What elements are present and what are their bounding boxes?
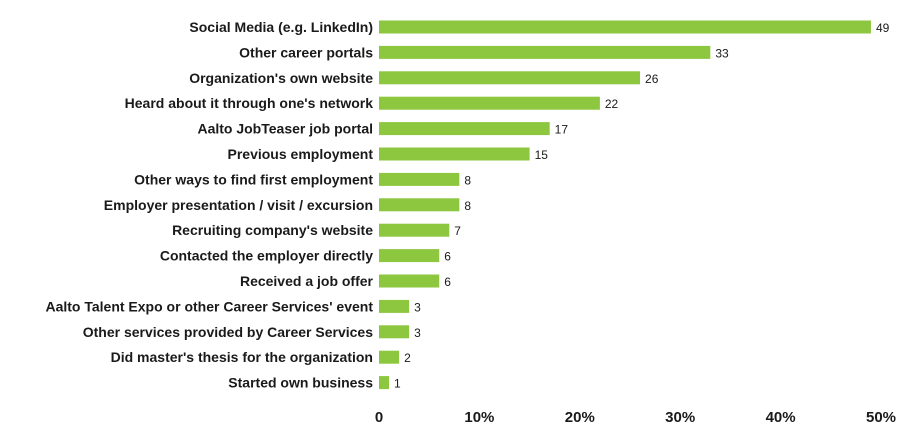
bar	[379, 71, 641, 85]
category-label: Other career portals	[239, 44, 373, 60]
data-label: 8	[464, 199, 471, 213]
category-label: Social Media (e.g. LinkedIn)	[189, 19, 373, 35]
x-tick-label: 30%	[665, 409, 695, 426]
bar	[379, 249, 440, 263]
bars-layer	[379, 20, 871, 390]
data-label: 6	[444, 250, 451, 264]
category-label: Previous employment	[228, 146, 374, 162]
bar	[379, 96, 600, 110]
category-labels: Social Media (e.g. LinkedIn) Other career…	[45, 19, 373, 391]
data-label: 17	[555, 123, 569, 137]
data-label: 6	[444, 275, 451, 289]
category-label: Other ways to find first employment	[134, 171, 373, 187]
category-label: Aalto Talent Expo or other Career Servic…	[45, 298, 373, 314]
bar	[379, 198, 460, 212]
data-label: 26	[645, 72, 659, 86]
data-label: 8	[464, 173, 471, 187]
bar	[379, 223, 450, 237]
data-label: 3	[414, 300, 421, 314]
x-tick-label: 10%	[464, 409, 494, 426]
category-label: Recruiting company's website	[172, 222, 373, 238]
bar	[379, 274, 440, 288]
bar	[379, 172, 460, 186]
bar	[379, 376, 390, 390]
bar	[379, 45, 711, 59]
x-axis-ticks: 0 10% 20% 30% 40% 50%	[375, 409, 896, 426]
data-label: 7	[454, 224, 461, 238]
category-label: Heard about it through one's network	[125, 95, 374, 111]
x-tick-label: 50%	[866, 409, 896, 426]
category-label: Contacted the employer directly	[160, 248, 373, 264]
data-label: 1	[394, 377, 401, 391]
category-label: Organization's own website	[189, 70, 373, 86]
bar	[379, 20, 871, 34]
data-label: 3	[414, 326, 421, 340]
category-label: Aalto JobTeaser job portal	[197, 121, 373, 137]
category-label: Received a job offer	[240, 273, 374, 289]
x-tick-label: 40%	[766, 409, 796, 426]
x-tick-label: 20%	[565, 409, 595, 426]
data-label: 15	[535, 148, 549, 162]
category-label: Other services provided by Career Servic…	[83, 324, 373, 340]
category-label: Did master's thesis for the organization	[111, 349, 373, 365]
data-label: 22	[605, 97, 619, 111]
data-label: 2	[404, 351, 411, 365]
bar	[379, 299, 410, 313]
x-tick-label: 0	[375, 409, 383, 426]
bar	[379, 325, 410, 339]
bar	[379, 350, 400, 364]
bar	[379, 122, 550, 136]
data-label: 33	[715, 46, 729, 60]
category-label: Employer presentation / visit / excursio…	[104, 197, 373, 213]
bar	[379, 147, 530, 161]
category-label: Started own business	[228, 375, 373, 391]
data-label: 49	[876, 21, 890, 35]
